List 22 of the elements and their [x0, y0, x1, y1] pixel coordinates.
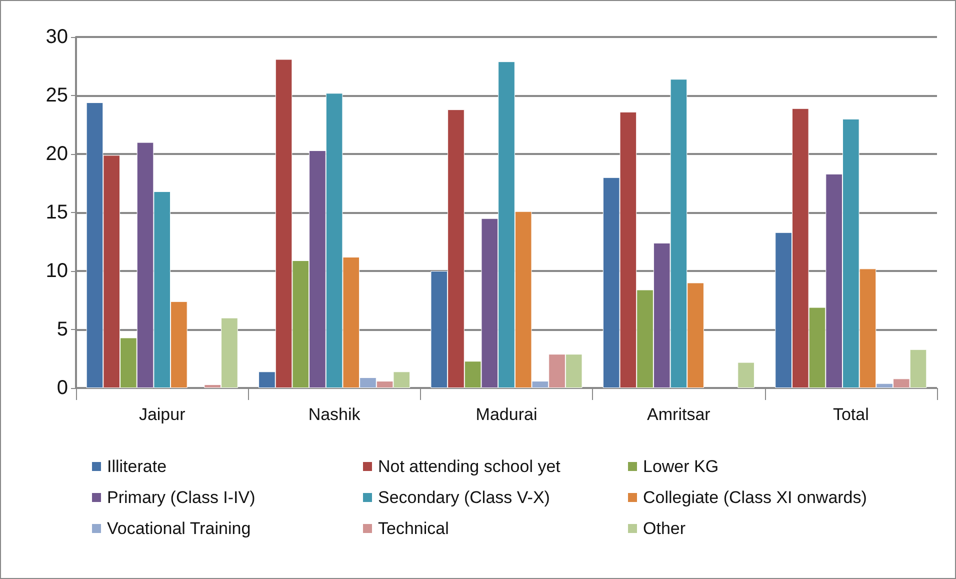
legend-label: Vocational Training: [107, 519, 251, 538]
y-tick-label: 0: [56, 377, 68, 399]
x-tick-label: Jaipur: [138, 405, 186, 424]
y-tick-label: 30: [46, 26, 68, 48]
legend-label: Technical: [378, 519, 449, 538]
legend-label: Illiterate: [107, 457, 167, 476]
x-tick-label: Nashik: [308, 405, 361, 424]
y-tick-label: 20: [46, 143, 68, 165]
y-tick-label: 5: [56, 318, 68, 340]
bar: [738, 362, 754, 388]
legend-label: Primary (Class I-IV): [107, 488, 256, 507]
legend-label: Collegiate (Class XI onwards): [643, 488, 867, 507]
y-tick-label: 10: [46, 260, 68, 282]
legend-label: Lower KG: [643, 457, 719, 476]
y-tick-label: 15: [46, 202, 68, 224]
x-tick-label: Madurai: [476, 405, 538, 424]
legend-label: Not attending school yet: [378, 457, 561, 476]
x-tick-label: Amritsar: [647, 405, 711, 424]
legend-label: Other: [643, 519, 686, 538]
y-tick-label: 25: [46, 84, 68, 106]
legend-label: Secondary (Class V-X): [378, 488, 550, 507]
x-tick-label: Total: [832, 405, 869, 424]
